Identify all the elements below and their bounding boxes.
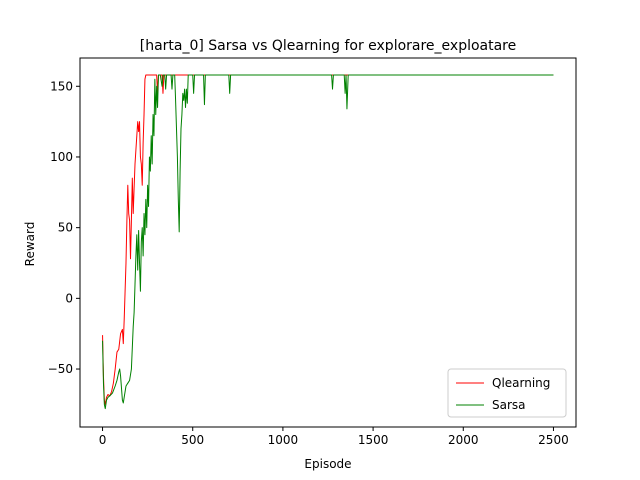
x-axis-label: Episode (304, 457, 351, 471)
series-line-sarsa (102, 74, 554, 410)
x-tick-label: 1000 (268, 433, 299, 447)
x-tick-label: 500 (181, 433, 204, 447)
y-tick-label: 100 (50, 150, 73, 164)
axes-frame (79, 57, 577, 428)
legend-label: Sarsa (492, 398, 526, 412)
x-tick-label: 2000 (448, 433, 479, 447)
x-tick-label: 1500 (358, 433, 389, 447)
y-tick-label: −50 (48, 362, 73, 376)
y-tick-label: 50 (58, 221, 73, 235)
y-tick-label: 150 (50, 79, 73, 93)
y-axis-label: Reward (23, 222, 37, 267)
x-tick-label: 0 (99, 433, 107, 447)
chart-title: [harta_0] Sarsa vs Qlearning for explora… (140, 38, 517, 54)
series-line-qlearning (102, 74, 554, 405)
legend-label: Qlearning (492, 376, 550, 390)
x-tick-label: 2500 (538, 433, 569, 447)
y-tick-label: 0 (65, 291, 73, 305)
plot-area: 0 500 1000 1500 2000 2500 −50 0 50 100 150 Qlearnin… (48, 57, 577, 447)
